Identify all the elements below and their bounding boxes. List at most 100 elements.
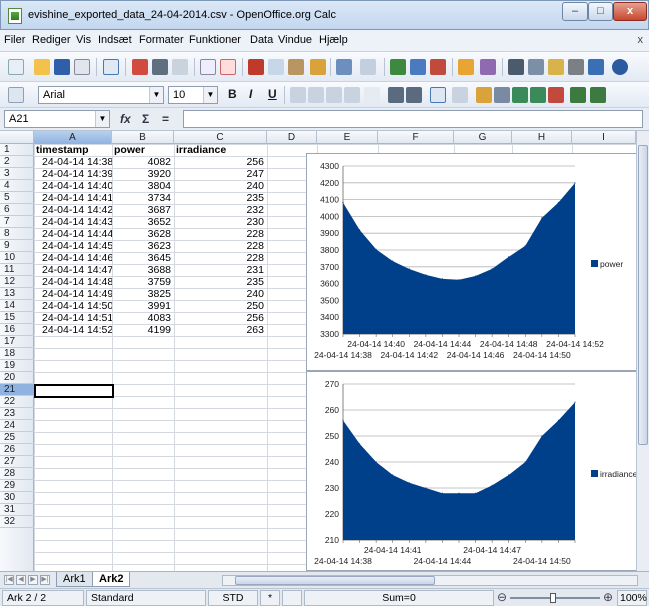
horizontal-scroll-thumb[interactable] <box>235 576 435 585</box>
data-sources-icon[interactable] <box>568 59 584 75</box>
row-header-11[interactable]: 11 <box>0 264 34 276</box>
selection-mode[interactable]: STD <box>208 590 258 606</box>
irradiance-cell[interactable]: 235 <box>246 276 264 288</box>
close-button[interactable]: x <box>613 2 647 21</box>
underline-button[interactable]: U <box>268 87 277 101</box>
name-box[interactable]: A21 ▼ <box>4 110 110 128</box>
last-sheet-icon[interactable]: ▶| <box>40 575 50 585</box>
align-right-icon[interactable] <box>326 87 342 103</box>
row-header-3[interactable]: 3 <box>0 168 34 180</box>
irradiance-cell[interactable]: 256 <box>246 156 264 168</box>
power-cell[interactable]: 3645 <box>147 252 171 264</box>
column-header-f[interactable]: F <box>378 131 454 144</box>
row-header-22[interactable]: 22 <box>0 396 34 408</box>
navigator-icon[interactable] <box>528 59 544 75</box>
sheet-tab-ark1[interactable]: Ark1 <box>56 572 93 587</box>
timestamp-cell[interactable]: 24-04-14 14:52 <box>42 324 112 336</box>
menu-rediger[interactable]: Rediger <box>32 34 71 46</box>
irradiance-cell[interactable]: 235 <box>246 192 264 204</box>
formula-input[interactable] <box>183 110 643 128</box>
prev-sheet-icon[interactable]: ◀ <box>16 575 26 585</box>
sheet-tab-ark2[interactable]: Ark2 <box>92 572 131 587</box>
row-header-7[interactable]: 7 <box>0 216 34 228</box>
help-icon[interactable] <box>612 59 628 75</box>
row-header-27[interactable]: 27 <box>0 456 34 468</box>
minimize-button[interactable]: – <box>562 2 588 21</box>
power-cell[interactable]: 3734 <box>147 192 171 204</box>
row-header-16[interactable]: 16 <box>0 324 34 336</box>
add-decimal-icon[interactable] <box>530 87 546 103</box>
irradiance-cell[interactable]: 256 <box>246 312 264 324</box>
timestamp-cell[interactable]: 24-04-14 14:49 <box>42 288 112 300</box>
right-to-left-icon[interactable] <box>406 87 422 103</box>
function-equals-icon[interactable]: = <box>162 112 170 126</box>
column-header-b[interactable]: B <box>112 131 174 144</box>
irradiance-cell[interactable]: 263 <box>246 324 264 336</box>
auto-spellcheck-icon[interactable] <box>220 59 236 75</box>
open-folder-icon[interactable] <box>34 59 50 75</box>
power-cell[interactable]: 3991 <box>147 300 171 312</box>
power-cell[interactable]: 3652 <box>147 216 171 228</box>
power-cell[interactable]: 3628 <box>147 228 171 240</box>
row-header-31[interactable]: 31 <box>0 504 34 516</box>
find-replace-icon[interactable] <box>508 59 524 75</box>
row-header-32[interactable]: 32 <box>0 516 34 528</box>
zoom-icon[interactable] <box>588 59 604 75</box>
zoom-in-icon[interactable]: ⊕ <box>603 590 614 604</box>
draw-functions-icon[interactable] <box>480 59 496 75</box>
chart-icon[interactable] <box>458 59 474 75</box>
header-cell[interactable]: irradiance <box>176 144 227 156</box>
row-header-20[interactable]: 20 <box>0 372 34 384</box>
standard-format-icon[interactable] <box>512 87 528 103</box>
percent-format-icon[interactable] <box>494 87 510 103</box>
timestamp-cell[interactable]: 24-04-14 14:41 <box>42 192 112 204</box>
row-header-14[interactable]: 14 <box>0 300 34 312</box>
align-center-icon[interactable] <box>308 87 324 103</box>
row-header-30[interactable]: 30 <box>0 492 34 504</box>
irradiance-cell[interactable]: 240 <box>246 288 264 300</box>
export-pdf-icon[interactable] <box>132 59 148 75</box>
timestamp-cell[interactable]: 24-04-14 14:42 <box>42 204 112 216</box>
header-cell[interactable]: power <box>114 144 145 156</box>
justify-icon[interactable] <box>344 87 360 103</box>
power-cell[interactable]: 3623 <box>147 240 171 252</box>
vertical-scrollbar[interactable] <box>636 131 649 571</box>
row-header-17[interactable]: 17 <box>0 336 34 348</box>
irradiance-cell[interactable]: 228 <box>246 240 264 252</box>
increase-indent-icon[interactable] <box>590 87 606 103</box>
delete-decimal-icon[interactable] <box>548 87 564 103</box>
redo-icon[interactable] <box>360 59 376 75</box>
chevron-down-icon[interactable]: ▼ <box>95 111 109 127</box>
timestamp-cell[interactable]: 24-04-14 14:38 <box>42 156 112 168</box>
hyperlink-icon[interactable] <box>390 59 406 75</box>
print-icon[interactable] <box>152 59 168 75</box>
row-header-23[interactable]: 23 <box>0 408 34 420</box>
power-cell[interactable]: 3920 <box>147 168 171 180</box>
menu-formater[interactable]: Formater <box>139 34 184 46</box>
first-sheet-icon[interactable]: |◀ <box>4 575 14 585</box>
row-header-5[interactable]: 5 <box>0 192 34 204</box>
menu-indsaet[interactable]: Indsæt <box>98 34 132 46</box>
power-cell[interactable]: 3804 <box>147 180 171 192</box>
cell-cursor-a21[interactable] <box>34 384 114 398</box>
timestamp-cell[interactable]: 24-04-14 14:47 <box>42 264 112 276</box>
row-header-26[interactable]: 26 <box>0 444 34 456</box>
page-style[interactable]: Standard <box>86 590 206 606</box>
timestamp-cell[interactable]: 24-04-14 14:40 <box>42 180 112 192</box>
chevron-down-icon[interactable]: ▼ <box>149 87 163 103</box>
gallery-icon[interactable] <box>548 59 564 75</box>
copy-icon[interactable] <box>268 59 284 75</box>
row-header-21[interactable]: 21 <box>0 384 34 396</box>
column-header-i[interactable]: I <box>572 131 636 144</box>
wrap-text-icon[interactable] <box>430 87 446 103</box>
timestamp-cell[interactable]: 24-04-14 14:39 <box>42 168 112 180</box>
merge-cells-icon[interactable] <box>364 87 380 103</box>
timestamp-cell[interactable]: 24-04-14 14:46 <box>42 252 112 264</box>
undo-icon[interactable] <box>336 59 352 75</box>
header-cell[interactable]: timestamp <box>36 144 89 156</box>
decrease-indent-icon[interactable] <box>570 87 586 103</box>
power-chart[interactable]: 3300 3400 3500 3600 3700 3800 3900 4000 4100 4200… <box>306 153 636 371</box>
sort-ascending-icon[interactable] <box>410 59 426 75</box>
cut-icon[interactable] <box>248 59 264 75</box>
sum-icon[interactable]: Σ <box>142 112 150 126</box>
